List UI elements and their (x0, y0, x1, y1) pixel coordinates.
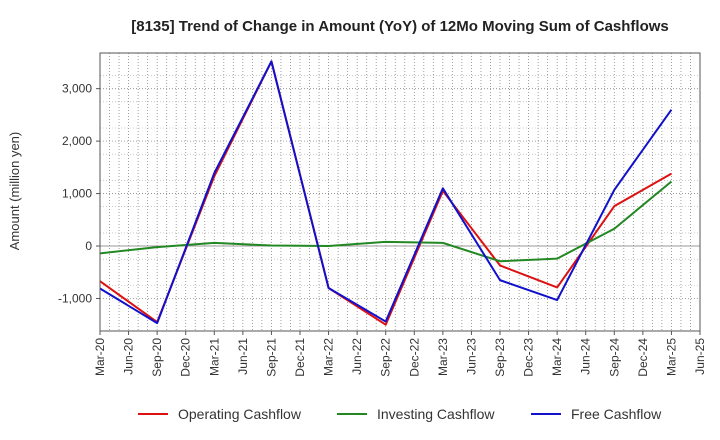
x-tick-label: Jun-22 (350, 338, 364, 375)
series-line-free-cashflow (99, 60, 673, 325)
y-tick-label: 1,000 (62, 187, 92, 201)
grid (99, 53, 701, 331)
x-tick-label: Mar-21 (207, 338, 221, 376)
plot-area (100, 53, 700, 331)
x-tick-label: Mar-23 (436, 338, 450, 376)
y-tick-label: 2,000 (62, 134, 92, 148)
plot-border (99, 52, 701, 332)
x-tick-label: Jun-21 (236, 338, 250, 375)
series-line-investing-cashflow (99, 180, 673, 263)
y-axis-label: Amount (million yen) (7, 132, 22, 251)
y-axis: -1,000 0 1,000 2,000 3,000 (58, 82, 100, 305)
x-tick-label: Mar-25 (664, 338, 678, 376)
x-tick-label: Sep-21 (264, 338, 278, 377)
y-tick-label: 0 (85, 239, 92, 253)
x-tick-label: Jun-20 (122, 338, 136, 375)
legend-label-operating-cashflow: Operating Cashflow (178, 406, 302, 422)
x-tick-label: Jun-25 (693, 338, 707, 375)
x-axis: Mar-20 Jun-20 Sep-20 Dec-20 Mar-21 Jun-21 Sep-… (93, 331, 707, 377)
x-tick-label: Dec-23 (522, 338, 536, 377)
x-tick-label: Jun-23 (464, 338, 478, 375)
x-tick-label: Sep-23 (493, 338, 507, 377)
y-tick-label: -1,000 (58, 291, 92, 305)
legend-label-free-cashflow: Free Cashflow (571, 406, 662, 422)
chart-title: [8135] Trend of Change in Amount (YoY) o… (131, 18, 669, 35)
x-tick-label: Mar-20 (93, 338, 107, 376)
x-tick-label: Sep-24 (607, 338, 621, 377)
x-tick-label: Dec-21 (293, 338, 307, 377)
legend: Operating Cashflow Investing Cashflow Free… (138, 406, 662, 422)
x-tick-label: Mar-22 (322, 338, 336, 376)
x-tick-label: Dec-20 (179, 338, 193, 377)
x-tick-label: Sep-20 (150, 338, 164, 377)
y-tick-label: 3,000 (62, 82, 92, 96)
series-group (99, 60, 673, 326)
x-tick-label: Dec-22 (407, 338, 421, 377)
legend-label-investing-cashflow: Investing Cashflow (377, 406, 495, 422)
x-tick-label: Sep-22 (379, 338, 393, 377)
x-tick-label: Mar-24 (550, 338, 564, 376)
x-tick-label: Dec-24 (636, 338, 650, 377)
x-tick-label: Jun-24 (579, 338, 593, 375)
